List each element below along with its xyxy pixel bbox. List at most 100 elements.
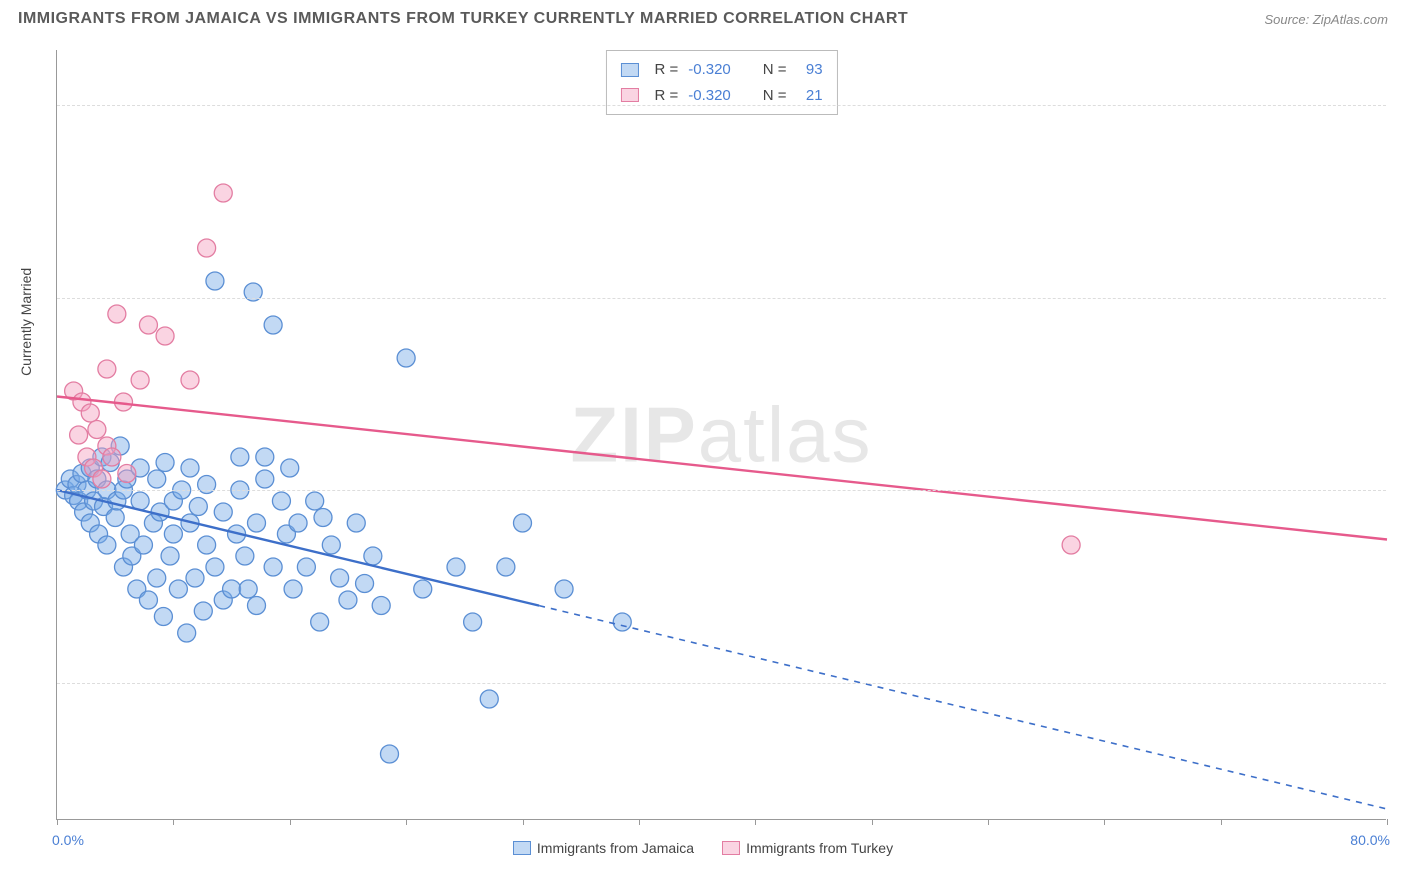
scatter-point <box>189 498 207 516</box>
legend-swatch <box>513 841 531 855</box>
r-value: -0.320 <box>688 57 731 83</box>
gridline-h <box>57 683 1386 684</box>
scatter-point <box>356 575 374 593</box>
scatter-point <box>70 426 88 444</box>
x-tick-mark <box>290 819 291 825</box>
scatter-point <box>272 492 290 510</box>
scatter-point <box>347 514 365 532</box>
legend-swatch <box>722 841 740 855</box>
scatter-point <box>256 470 274 488</box>
scatter-point <box>206 558 224 576</box>
scatter-point <box>161 547 179 565</box>
scatter-point <box>181 371 199 389</box>
scatter-point <box>118 465 136 483</box>
x-tick-mark <box>639 819 640 825</box>
scatter-point <box>139 591 157 609</box>
x-tick-mark <box>1387 819 1388 825</box>
scatter-point <box>178 624 196 642</box>
scatter-point <box>306 492 324 510</box>
scatter-point <box>613 613 631 631</box>
scatter-point <box>322 536 340 554</box>
x-tick-mark <box>173 819 174 825</box>
source-value: ZipAtlas.com <box>1313 12 1388 27</box>
legend-stat-row: R =-0.320N =93 <box>620 57 822 83</box>
scatter-point <box>223 580 241 598</box>
scatter-point <box>331 569 349 587</box>
scatter-point <box>194 602 212 620</box>
legend-item: Immigrants from Turkey <box>722 840 893 856</box>
gridline-h <box>57 105 1386 106</box>
x-tick-mark <box>57 819 58 825</box>
trend-line-dashed <box>539 606 1387 809</box>
y-axis-title: Currently Married <box>18 268 34 376</box>
scatter-point <box>139 316 157 334</box>
scatter-point <box>156 454 174 472</box>
legend-swatch <box>620 63 638 77</box>
scatter-point <box>284 580 302 598</box>
scatter-point <box>154 608 172 626</box>
scatter-point <box>81 404 99 422</box>
scatter-point <box>480 690 498 708</box>
scatter-point <box>464 613 482 631</box>
legend-item: Immigrants from Jamaica <box>513 840 694 856</box>
scatter-point <box>98 536 116 554</box>
scatter-point <box>248 514 266 532</box>
r-label: R = <box>654 57 678 83</box>
scatter-point <box>248 597 266 615</box>
scatter-point <box>214 503 232 521</box>
x-tick-mark <box>406 819 407 825</box>
scatter-point <box>103 448 121 466</box>
x-tick-mark <box>872 819 873 825</box>
scatter-point <box>289 514 307 532</box>
scatter-point <box>1062 536 1080 554</box>
scatter-point <box>297 558 315 576</box>
gridline-h <box>57 298 1386 299</box>
scatter-point <box>381 745 399 763</box>
scatter-point <box>106 509 124 527</box>
source-label: Source: <box>1264 12 1312 27</box>
scatter-point <box>156 327 174 345</box>
x-tick-mark <box>755 819 756 825</box>
scatter-point <box>256 448 274 466</box>
scatter-point <box>214 184 232 202</box>
scatter-point <box>186 569 204 587</box>
scatter-point <box>181 459 199 477</box>
series-legend: Immigrants from Jamaica Immigrants from T… <box>0 840 1406 856</box>
scatter-point <box>239 580 257 598</box>
scatter-point <box>134 536 152 554</box>
source-attribution: Source: ZipAtlas.com <box>1264 12 1388 27</box>
x-tick-mark <box>1221 819 1222 825</box>
scatter-svg <box>57 50 1386 819</box>
scatter-point <box>497 558 515 576</box>
x-tick-mark <box>1104 819 1105 825</box>
scatter-point <box>555 580 573 598</box>
n-value: 93 <box>797 57 823 83</box>
scatter-point <box>264 316 282 334</box>
x-tick-mark <box>988 819 989 825</box>
scatter-point <box>88 421 106 439</box>
scatter-point <box>264 558 282 576</box>
scatter-point <box>148 569 166 587</box>
scatter-point <box>339 591 357 609</box>
scatter-point <box>206 272 224 290</box>
scatter-point <box>364 547 382 565</box>
chart-plot-area: ZIPatlas R =-0.320N =93R =-0.320N =21 80… <box>56 50 1386 820</box>
legend-swatch <box>620 88 638 102</box>
gridline-h <box>57 490 1386 491</box>
scatter-point <box>198 239 216 257</box>
scatter-point <box>314 509 332 527</box>
x-tick-mark <box>523 819 524 825</box>
scatter-point <box>414 580 432 598</box>
scatter-point <box>372 597 390 615</box>
scatter-point <box>236 547 254 565</box>
legend-label: Immigrants from Jamaica <box>537 840 694 856</box>
scatter-point <box>93 470 111 488</box>
scatter-point <box>108 305 126 323</box>
scatter-point <box>198 536 216 554</box>
chart-title: IMMIGRANTS FROM JAMAICA VS IMMIGRANTS FR… <box>18 10 908 28</box>
scatter-point <box>169 580 187 598</box>
legend-label: Immigrants from Turkey <box>746 840 893 856</box>
scatter-point <box>131 371 149 389</box>
scatter-point <box>231 448 249 466</box>
scatter-point <box>148 470 166 488</box>
